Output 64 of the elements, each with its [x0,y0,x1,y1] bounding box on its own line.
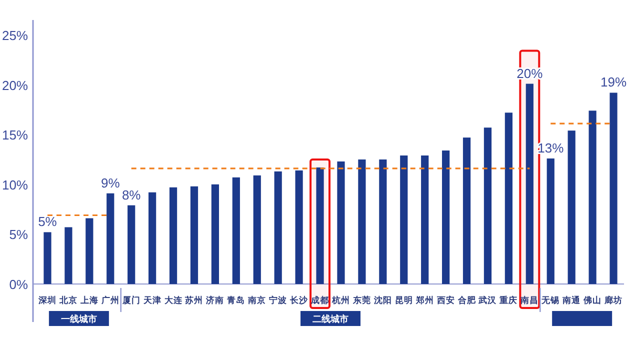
x-tick-label: 宁波 [269,295,288,305]
bar [64,227,72,284]
data-label: 5% [38,214,58,230]
y-tick-label: 20% [2,78,28,93]
x-tick-label: 廊坊 [604,295,623,305]
x-tick-label: 佛山 [582,295,602,305]
x-tick-label: 重庆 [498,295,518,305]
x-tick-label: 郑州 [414,295,434,305]
bar [128,205,136,284]
bar [442,150,450,284]
x-tick-label: 苏州 [184,295,204,305]
x-tick-label: 天津 [142,295,162,305]
y-tick-label: 15% [2,128,28,143]
bar [610,92,618,284]
bar [379,159,387,284]
bar [421,155,429,284]
x-tick-label: 昆明 [394,295,413,305]
text: 二线城市 [312,314,348,324]
bar [44,232,52,284]
bar [504,112,512,284]
x-tick-label: 西安 [436,295,455,305]
x-tick-label: 南京 [247,295,266,305]
x-tick-label: 大连 [164,295,184,305]
x-tick-label: 武汉 [478,295,498,305]
x-tick-label: 深圳 [37,295,56,305]
x-tick-label: 厦门 [121,295,140,305]
bar [169,187,178,284]
y-tick-label: 5% [9,227,28,242]
x-tick-label: 长沙 [289,295,310,305]
x-tick-label: 东莞 [352,295,371,305]
x-tick-label: 上海 [79,295,98,305]
bar [546,158,554,284]
x-tick-label: 合肥 [456,295,477,305]
bar [295,170,303,284]
bar [106,193,114,284]
bar [358,159,366,284]
bar [211,184,219,284]
bar [568,130,576,284]
bar [253,175,261,284]
x-tick-label: 青岛 [226,295,246,305]
text: 一线城市 [60,314,97,324]
y-tick-label: 25% [2,28,28,43]
data-label: 9% [100,175,120,190]
bar [86,218,94,284]
x-tick-label: 杭州 [330,295,350,305]
data-label: 19% [600,74,627,90]
x-tick-label: 无锡 [540,295,560,305]
bar [462,138,471,284]
bar [400,155,408,284]
x-tick-label: 沈阳 [372,295,392,305]
bar [190,186,198,284]
bar [274,171,282,284]
y-tick-label: 0% [9,277,28,292]
bar [232,177,240,284]
bar [588,110,596,284]
x-tick-label: 济南 [205,295,224,305]
data-label: 8% [122,187,142,202]
x-tick-label: 北京 [58,295,78,305]
bar [484,128,492,284]
bar [337,161,345,284]
x-tick-label: 南通 [562,295,582,305]
y-tick-label: 10% [2,177,28,192]
x-tick-label: 广州 [100,295,120,305]
bar [148,192,156,284]
